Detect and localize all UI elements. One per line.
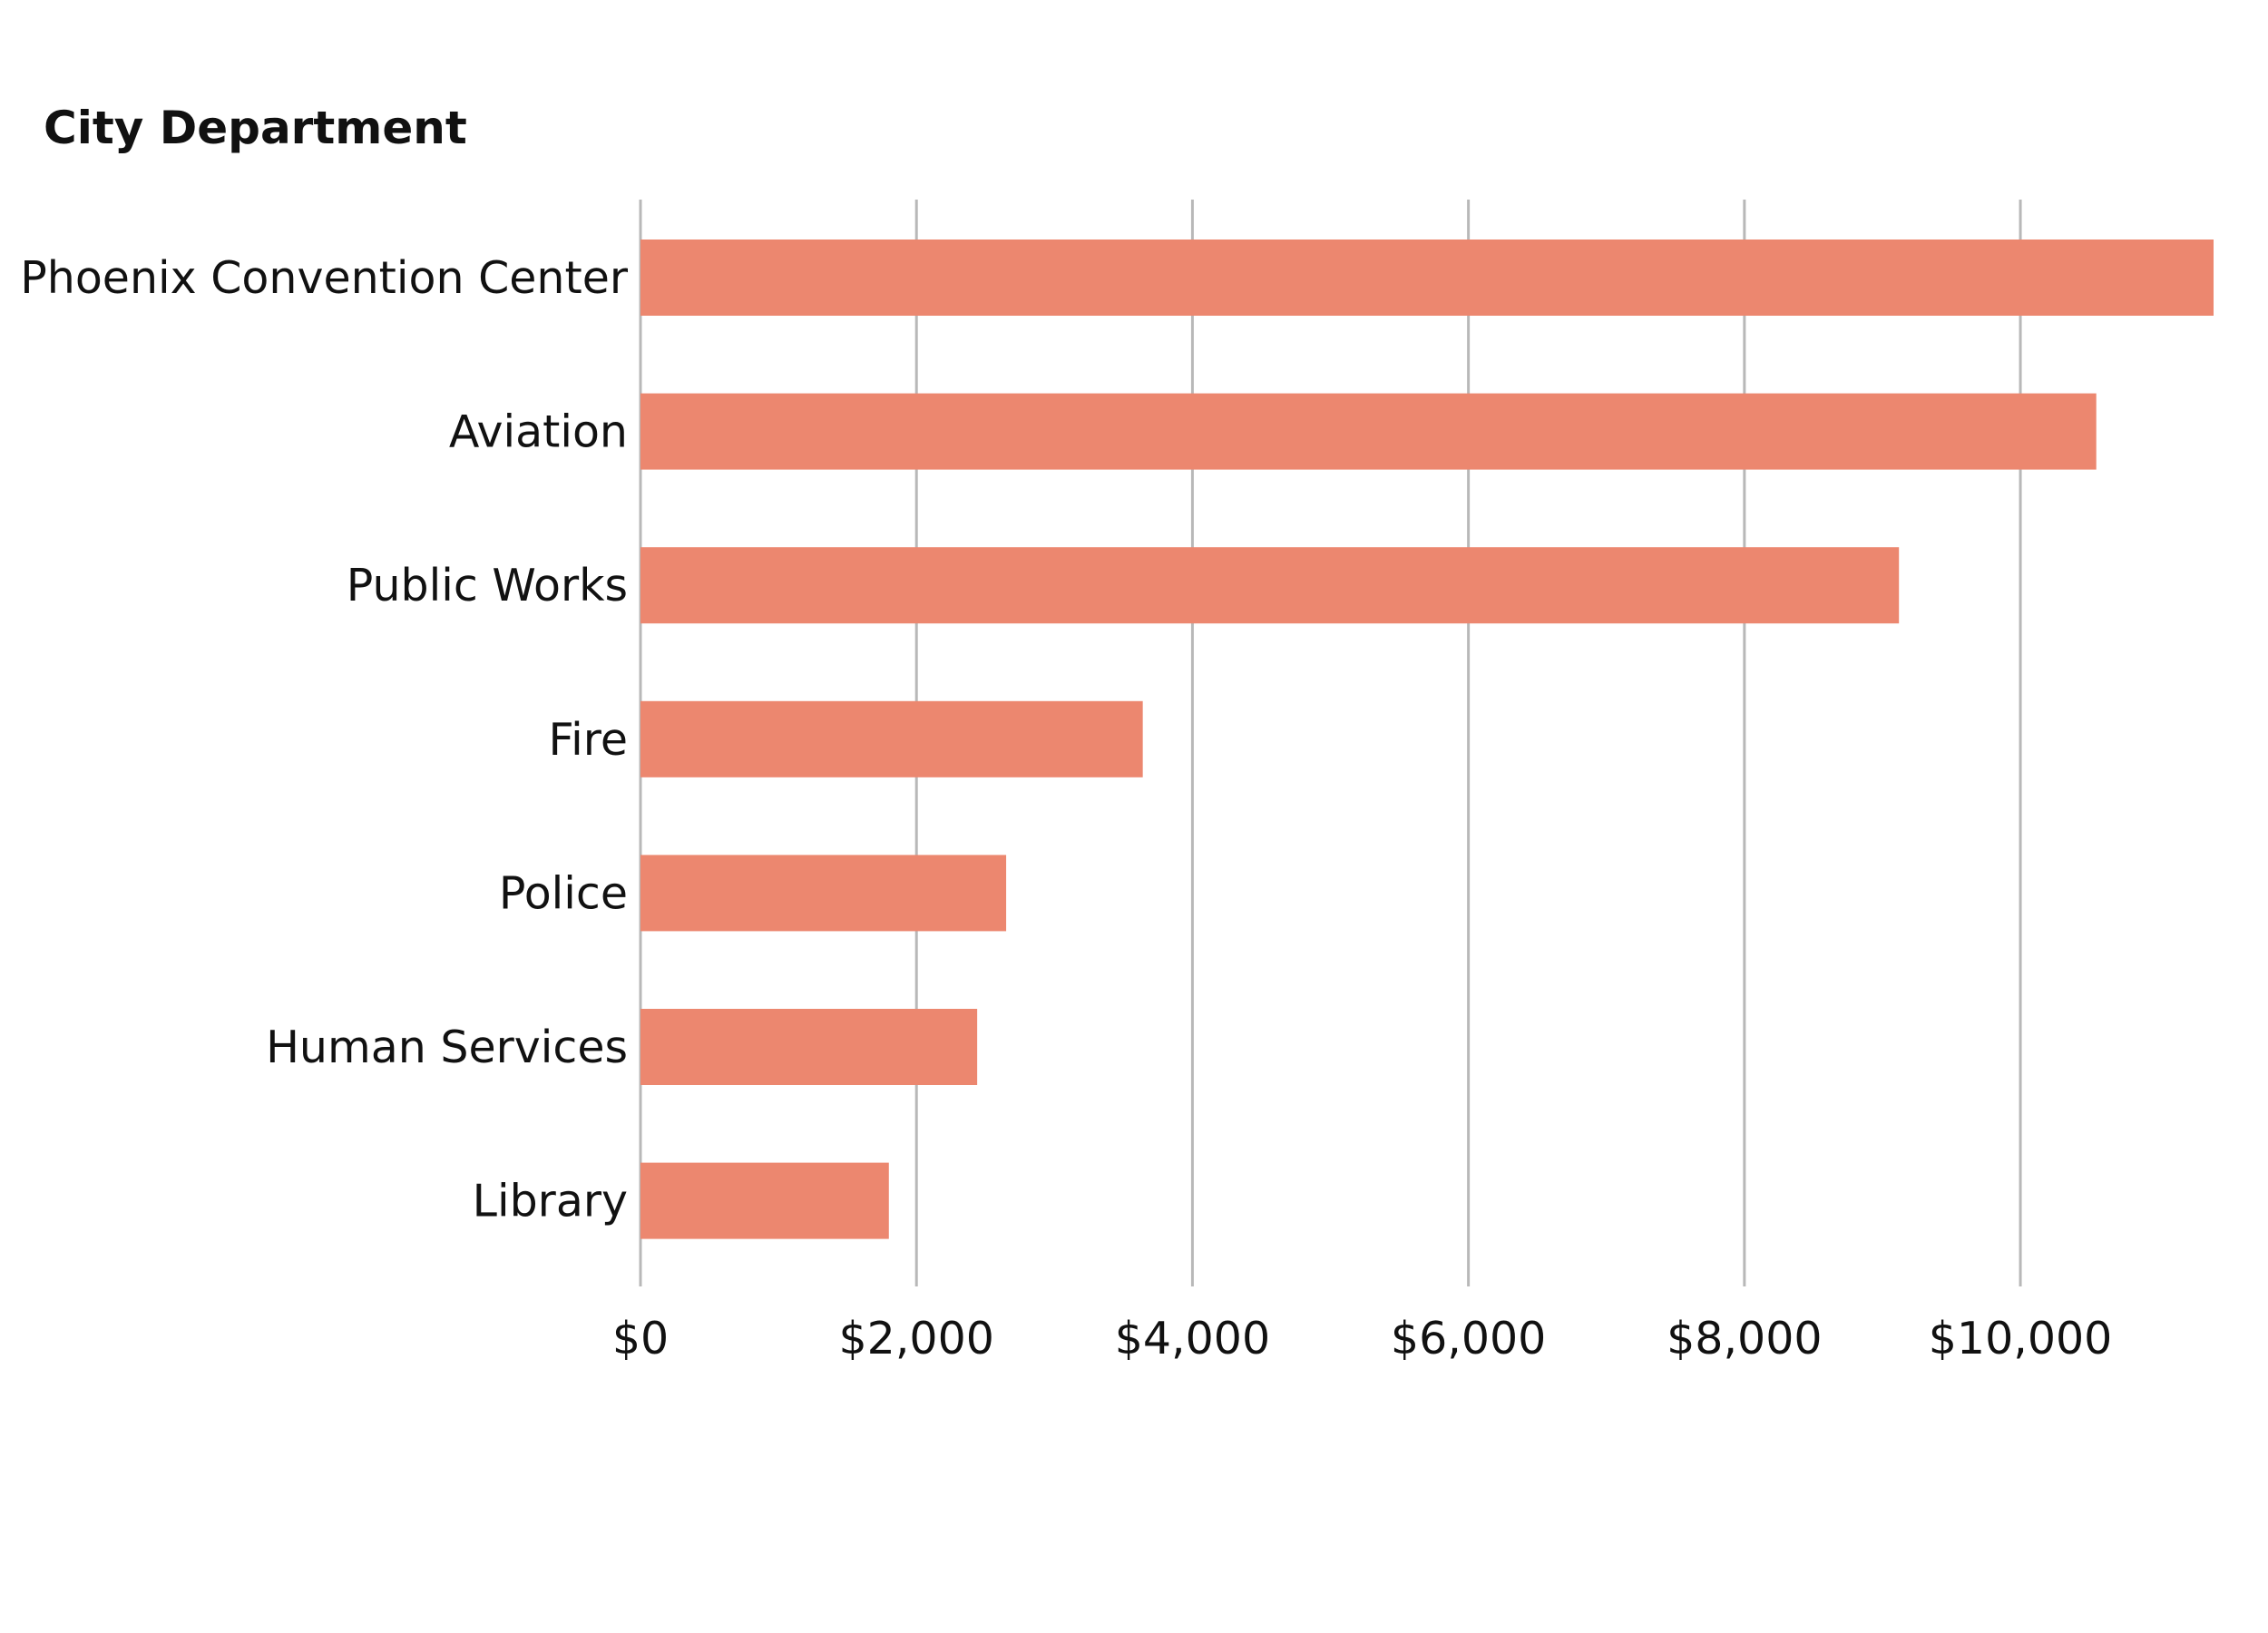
x-tick-label: $0 — [612, 1313, 669, 1364]
bar — [640, 547, 1900, 624]
gridlines — [639, 200, 2022, 1286]
category-label: Public Works — [347, 560, 628, 611]
x-tick-label: $8,000 — [1667, 1313, 1822, 1364]
category-label: Police — [499, 867, 628, 919]
bar — [640, 240, 2214, 316]
x-tick-label: $4,000 — [1115, 1313, 1270, 1364]
bar — [640, 393, 2097, 470]
x-tick-label: $10,000 — [1929, 1313, 2113, 1364]
bars — [640, 240, 2214, 1239]
category-labels: Phoenix Convention Center Aviation Public … — [20, 252, 629, 1227]
category-label: Aviation — [449, 406, 628, 458]
x-tick-labels: $0 $2,000 $4,000 $6,000 $8,000 $10,000 — [612, 1313, 2113, 1364]
x-tick-label: $6,000 — [1391, 1313, 1546, 1364]
bar — [640, 1009, 978, 1085]
bar — [640, 855, 1007, 932]
category-label: Fire — [549, 714, 628, 766]
bar — [640, 1162, 889, 1239]
category-label: Library — [473, 1176, 628, 1227]
category-label: Human Services — [266, 1022, 628, 1073]
category-label: Phoenix Convention Center — [20, 252, 629, 304]
y-axis-title: City Department — [44, 102, 467, 154]
x-tick-label: $2,000 — [838, 1313, 993, 1364]
bar — [640, 700, 1143, 777]
